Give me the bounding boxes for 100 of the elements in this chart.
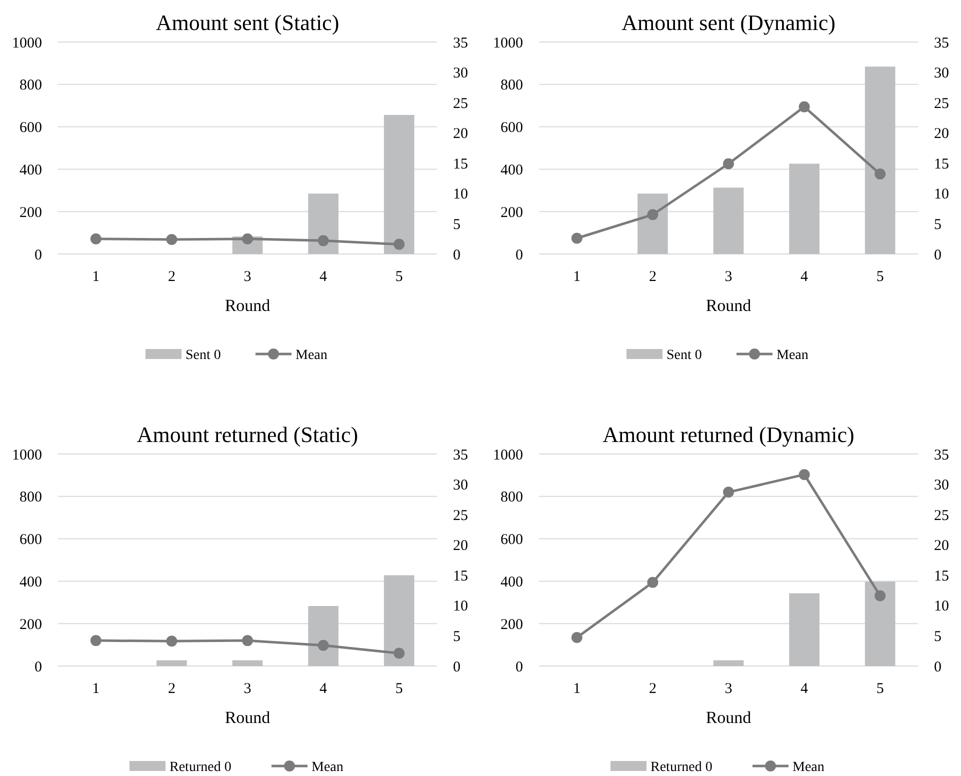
y2-tick-label: 15 (453, 568, 468, 584)
point (90, 635, 102, 646)
bar (308, 194, 338, 254)
point (571, 632, 582, 644)
y2-tick-label: 5 (934, 216, 942, 233)
bar (713, 660, 744, 666)
bar (156, 660, 187, 666)
x-tick-label: 2 (648, 681, 656, 697)
legend-label: Sent 0 (666, 348, 702, 363)
bar (638, 194, 668, 254)
y-tick-label: 0 (34, 659, 42, 676)
point (394, 648, 405, 659)
bar (789, 593, 820, 666)
y2-tick-label: 15 (453, 156, 468, 172)
bar (384, 575, 414, 666)
y2-tick-label: 5 (453, 628, 460, 645)
point (571, 232, 582, 244)
y-tick-label: 600 (20, 532, 42, 548)
x-tick-label: 5 (876, 269, 884, 285)
point (318, 640, 329, 651)
legend-label: Mean (312, 760, 344, 775)
y2-tick-label: 0 (453, 247, 460, 264)
bar (232, 660, 263, 666)
y-tick-label: 600 (500, 120, 523, 136)
y2-tick-label: 25 (453, 96, 468, 112)
y-tick-label: 1000 (493, 35, 523, 52)
x-tick-label: 1 (92, 269, 100, 285)
x-tick-label: 4 (800, 269, 809, 285)
chart-title: Amount sent (Dynamic) (622, 10, 836, 35)
x-tick-label: 3 (724, 681, 732, 697)
x-tick-label: 4 (320, 269, 328, 285)
x-tick-label: 5 (395, 681, 403, 697)
y-tick-label: 600 (20, 120, 42, 136)
x-axis-title: Round (706, 708, 752, 727)
point (874, 168, 886, 180)
y-tick-label: 200 (500, 204, 523, 221)
x-tick-label: 3 (724, 269, 732, 285)
y2-tick-label: 10 (453, 598, 468, 615)
y2-tick-label: 30 (453, 66, 468, 82)
legend-label: Mean (792, 760, 824, 775)
y2-tick-label: 30 (453, 478, 468, 494)
y2-tick-label: 5 (453, 216, 460, 233)
bar (789, 164, 820, 254)
x-tick-label: 4 (320, 681, 328, 697)
y2-tick-label: 35 (453, 447, 468, 464)
y2-tick-label: 20 (934, 538, 949, 554)
point (798, 101, 810, 112)
y2-tick-label: 30 (934, 66, 949, 82)
bar (864, 582, 896, 666)
y2-tick-label: 0 (934, 247, 942, 264)
legend-label: Mean (776, 348, 808, 363)
x-tick-label: 5 (876, 681, 884, 697)
legend-label: Sent 0 (186, 348, 221, 363)
y2-tick-label: 15 (934, 156, 949, 172)
y-tick-label: 400 (20, 574, 42, 590)
x-tick-label: 5 (395, 269, 403, 285)
chart-title: Amount sent (Static) (156, 10, 340, 35)
bar (713, 188, 744, 254)
x-tick-label: 3 (244, 681, 252, 697)
point (723, 486, 734, 498)
y-tick-label: 1000 (12, 447, 42, 464)
x-tick-label: 2 (648, 269, 656, 285)
y-tick-label: 400 (20, 162, 42, 178)
y2-tick-label: 25 (453, 508, 468, 524)
x-tick-label: 3 (244, 269, 252, 285)
legend-label: Returned 0 (650, 760, 712, 775)
bar (864, 66, 896, 254)
y2-tick-label: 10 (934, 186, 949, 203)
y-tick-label: 400 (500, 162, 523, 178)
point (647, 576, 658, 588)
x-axis-title: Round (224, 708, 271, 727)
y-tick-label: 800 (20, 78, 42, 94)
y2-tick-label: 35 (934, 35, 949, 52)
y-tick-label: 0 (516, 247, 523, 264)
legend-label: Mean (296, 348, 328, 363)
y-tick-label: 200 (20, 204, 42, 221)
x-tick-label: 1 (573, 269, 581, 285)
legend-label: Returned 0 (170, 760, 232, 775)
y-tick-label: 800 (500, 78, 523, 94)
y2-tick-label: 10 (453, 186, 468, 203)
y2-tick-label: 25 (934, 508, 949, 524)
y2-tick-label: 5 (934, 628, 942, 645)
x-tick-label: 2 (168, 269, 176, 285)
chart-title: Amount returned (Dynamic) (602, 422, 854, 447)
bar (308, 606, 338, 666)
point (647, 209, 658, 220)
point (723, 158, 734, 170)
x-axis-title: Round (706, 296, 752, 315)
point (242, 635, 253, 646)
y2-tick-label: 30 (934, 478, 949, 494)
y2-tick-label: 20 (934, 126, 949, 142)
y-tick-label: 200 (20, 616, 42, 633)
y2-tick-label: 20 (453, 126, 468, 142)
x-tick-label: 1 (92, 681, 100, 697)
y-tick-label: 800 (500, 490, 523, 506)
y2-tick-label: 10 (934, 598, 949, 615)
y-tick-label: 0 (34, 247, 42, 264)
y2-tick-label: 35 (934, 447, 949, 464)
y2-tick-label: 20 (453, 538, 468, 554)
x-tick-label: 4 (800, 681, 809, 697)
